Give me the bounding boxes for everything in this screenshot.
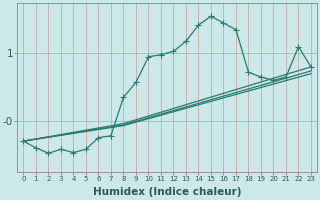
- X-axis label: Humidex (Indice chaleur): Humidex (Indice chaleur): [93, 187, 242, 197]
